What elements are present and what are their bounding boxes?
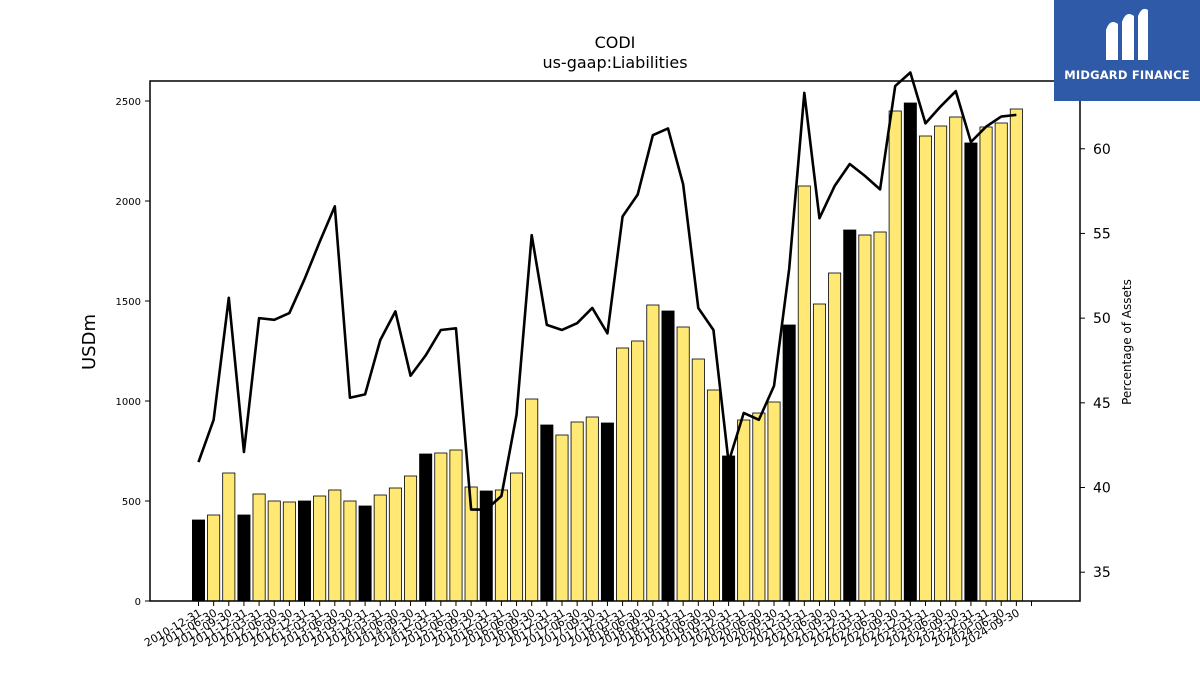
y-tick-label: 500 [122, 497, 141, 508]
bar [903, 102, 917, 602]
bar [964, 142, 978, 602]
bars-layer [191, 102, 1023, 602]
bar [858, 234, 872, 602]
bar [767, 401, 781, 602]
brand-logo: MIDGARD FINANCE [1054, 0, 1200, 101]
bar [388, 487, 402, 602]
bar [934, 125, 948, 602]
y-tick-label: 2000 [116, 197, 141, 208]
bar [797, 185, 811, 602]
bar [479, 490, 493, 602]
bar [419, 453, 433, 602]
bar [706, 389, 720, 602]
bar [343, 500, 357, 602]
bar [449, 449, 463, 602]
bar [191, 519, 205, 602]
midgard-logo-icon [1106, 8, 1148, 60]
bar [918, 135, 932, 602]
bar [555, 434, 569, 602]
y-tick-label: 1000 [116, 397, 141, 408]
bar [570, 421, 584, 602]
bar [373, 494, 387, 602]
bar [282, 501, 296, 602]
y-axis-label: USDm [79, 314, 100, 370]
brand-name: MIDGARD FINANCE [1064, 68, 1190, 82]
bar [222, 472, 236, 602]
bar [646, 304, 660, 602]
bar [949, 116, 963, 602]
bar [207, 514, 221, 602]
chart-subtitle: us-gaap:Liabilities [542, 53, 687, 72]
bar [494, 489, 508, 602]
bar [752, 412, 766, 602]
line-series-percentage-of-assets [197, 71, 1017, 511]
bar [812, 303, 826, 602]
bar [1009, 108, 1023, 602]
y-tick-label: 1500 [116, 297, 141, 308]
y2-axis-ticks: 35 40 45 50 55 60 [1080, 142, 1111, 581]
y-axis-ticks: 0 500 1000 1500 2000 2500 [116, 97, 150, 608]
bar [600, 422, 614, 602]
line-layer [197, 71, 1017, 511]
y2-tick-label: 35 [1093, 565, 1111, 581]
bar [313, 495, 327, 602]
bar [267, 500, 281, 602]
bar [510, 472, 524, 602]
y2-tick-label: 45 [1093, 396, 1111, 412]
x-axis-ticks: 2010-12-312011-06-302011-09-302011-12-31… [142, 601, 1032, 650]
bar [434, 452, 448, 602]
y2-axis-label: Percentage of Assets [1120, 279, 1134, 405]
bar [691, 358, 705, 602]
chart-title: CODI [595, 33, 636, 52]
y2-tick-label: 50 [1093, 311, 1111, 327]
bar [873, 231, 887, 602]
bar [328, 489, 342, 602]
bar [676, 326, 690, 602]
bar [979, 126, 993, 602]
bar [828, 272, 842, 602]
bar [631, 340, 645, 602]
bar [616, 347, 630, 602]
y2-tick-label: 55 [1093, 226, 1111, 242]
bar [843, 229, 857, 602]
bar [994, 122, 1008, 602]
bar [358, 505, 372, 602]
bar [737, 419, 751, 602]
bar [540, 424, 554, 602]
bar [782, 324, 796, 602]
y-tick-label: 0 [135, 597, 141, 608]
plot-frame [149, 80, 1081, 602]
bar [298, 500, 312, 602]
y-tick-label: 2500 [116, 97, 141, 108]
bar [525, 398, 539, 602]
bar [888, 110, 902, 602]
y2-tick-label: 40 [1093, 481, 1111, 497]
bar [661, 310, 675, 602]
y2-tick-label: 60 [1093, 142, 1111, 158]
bar [237, 514, 251, 602]
bar [404, 475, 418, 602]
bar [252, 493, 266, 602]
bar [722, 455, 736, 602]
bar [585, 416, 599, 602]
